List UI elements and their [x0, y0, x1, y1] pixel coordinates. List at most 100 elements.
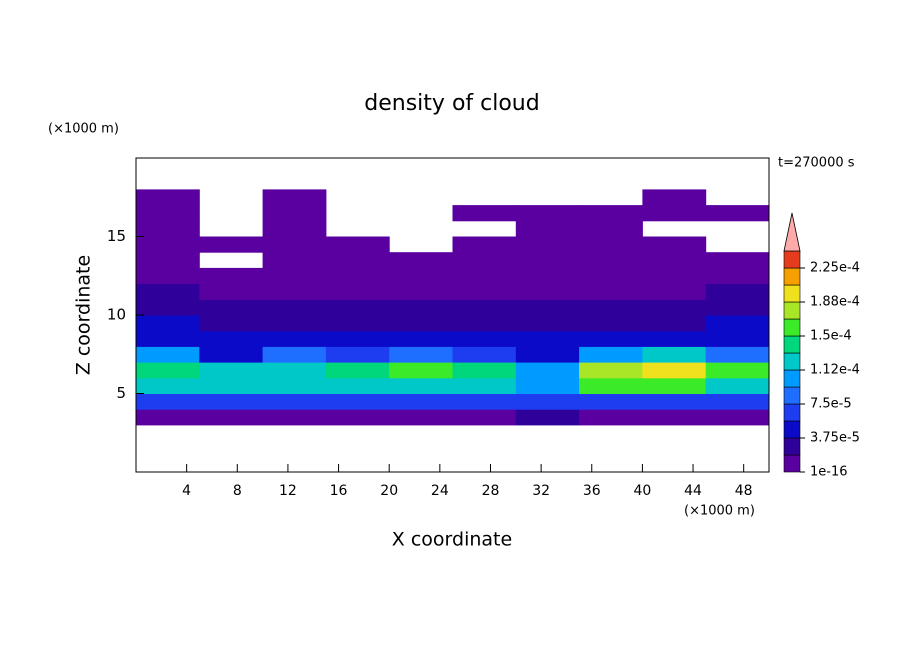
contour-cell: [642, 267, 707, 285]
annotation: t=270000 s: [778, 156, 855, 171]
x-tick-label: 20: [380, 483, 398, 499]
contour-cell: [389, 283, 453, 300]
contour-cell: [262, 346, 327, 363]
contour-cell: [515, 330, 580, 347]
contour-cell: [136, 409, 200, 426]
contour-cell: [325, 299, 390, 316]
y-unit: (×1000 m): [48, 122, 119, 137]
contour-cell: [642, 330, 707, 347]
x-tick-label: 8: [233, 483, 242, 499]
contour-cell: [705, 362, 770, 379]
contour-cell: [515, 220, 580, 237]
contour-cell: [452, 346, 517, 363]
y-tick-label: 5: [116, 384, 126, 402]
contour-cell: [325, 283, 390, 300]
contour-cell: [136, 252, 200, 269]
contour-cell: [452, 299, 517, 316]
contour-cell: [325, 267, 390, 285]
colorbar-box: [783, 386, 801, 405]
x-tick-label: 44: [684, 483, 702, 499]
contour-cell: [262, 220, 327, 237]
contour-cell: [262, 409, 327, 426]
colorbar-box: [783, 369, 801, 388]
colorbar-box: [783, 301, 801, 320]
contour-cell: [199, 330, 264, 347]
contour-cell: [136, 189, 200, 206]
contour-cell: [515, 393, 580, 410]
contour-cell: [262, 252, 327, 269]
contour-cell: [325, 252, 390, 269]
contour-cell: [199, 283, 264, 300]
contour-cell: [199, 346, 264, 363]
contour-cell: [199, 393, 264, 410]
contour-cell: [136, 220, 200, 237]
colorbar-box: [783, 250, 801, 269]
contour-cell: [136, 299, 200, 316]
contour-cell: [452, 377, 517, 394]
contour-cell: [515, 409, 580, 426]
x-axis-title: X coordinate: [392, 529, 512, 551]
contour-cell: [705, 330, 770, 347]
contour-cell: [389, 346, 453, 363]
contour-cell: [579, 377, 643, 394]
contour-cell: [136, 205, 200, 222]
contour-cell: [515, 236, 580, 253]
contour-cell: [325, 393, 390, 410]
contour-cell: [705, 393, 770, 410]
contour-cell: [325, 330, 390, 347]
contour-cell: [515, 283, 580, 300]
contour-cell: [515, 299, 580, 316]
x-tick-label: 12: [279, 483, 297, 499]
contour-cell: [515, 362, 580, 379]
contour-cell: [325, 377, 390, 394]
contour-cell: [199, 267, 264, 285]
contour-cell: [389, 409, 453, 426]
contour-cell: [389, 393, 453, 410]
contour-cell: [262, 205, 327, 222]
contour-cell: [262, 236, 327, 253]
contour-cell: [705, 346, 770, 363]
contour-cell: [579, 330, 643, 347]
contour-cell: [262, 299, 327, 316]
contour-cell: [579, 267, 643, 285]
contour-cell: [262, 362, 327, 379]
contour-cell: [452, 283, 517, 300]
colorbar-box: [783, 267, 801, 286]
contour-cell: [389, 315, 453, 332]
contour-cell: [452, 409, 517, 426]
contour-cell: [136, 346, 200, 363]
colorbar-box: [783, 284, 801, 303]
y-tick-label: 15: [107, 227, 126, 245]
colorbar-extend: [783, 212, 801, 252]
contour-cell: [579, 205, 643, 222]
x-tick-label: 4: [182, 483, 191, 499]
contour-cell: [705, 299, 770, 316]
colorbar-tick-label: 3.75e-5: [810, 431, 860, 446]
contour-cell: [452, 205, 517, 222]
contour-cell: [579, 409, 643, 426]
contour-cell: [389, 330, 453, 347]
contour-cell: [262, 377, 327, 394]
x-tick-label: 40: [633, 483, 651, 499]
contour-cell: [136, 362, 200, 379]
contour-cell: [452, 362, 517, 379]
contour-cell: [199, 299, 264, 316]
contour-cell: [642, 393, 707, 410]
contour-cell: [579, 315, 643, 332]
x-tick-label: 28: [482, 483, 500, 499]
contour-cell: [452, 315, 517, 332]
contour-cell: [452, 267, 517, 285]
contour-cell: [136, 377, 200, 394]
y-axis-title: Z coordinate: [73, 255, 95, 375]
x-tick-label: 24: [431, 483, 449, 499]
contour-cell: [389, 267, 453, 285]
x-tick-label: 48: [735, 483, 753, 499]
contour-cell: [515, 205, 580, 222]
contour-cell: [325, 236, 390, 253]
contour-cell: [579, 283, 643, 300]
contour-cell: [579, 252, 643, 269]
chart-title: density of cloud: [364, 91, 539, 116]
colorbar-box: [783, 352, 801, 371]
colorbar-tick-label: 1.88e-4: [810, 295, 860, 310]
